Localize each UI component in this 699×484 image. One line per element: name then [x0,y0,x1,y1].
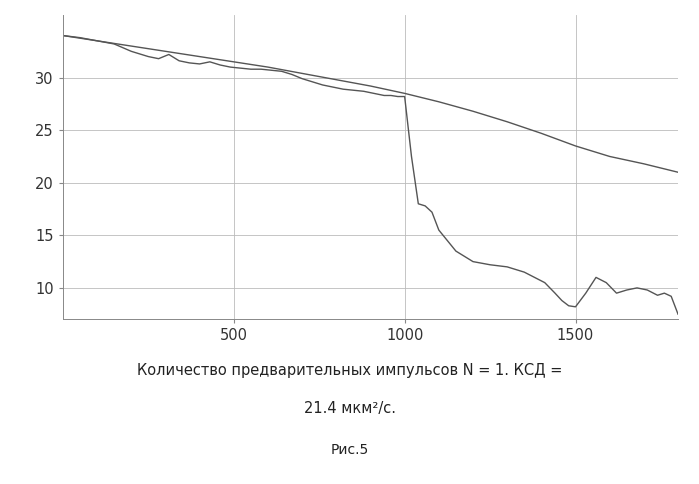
Text: Количество предварительных импульсов N = 1. КСД =: Количество предварительных импульсов N =… [137,363,562,378]
Text: 21.4 мкм²/с.: 21.4 мкм²/с. [303,402,396,416]
Text: Рис.5: Рис.5 [331,443,368,457]
